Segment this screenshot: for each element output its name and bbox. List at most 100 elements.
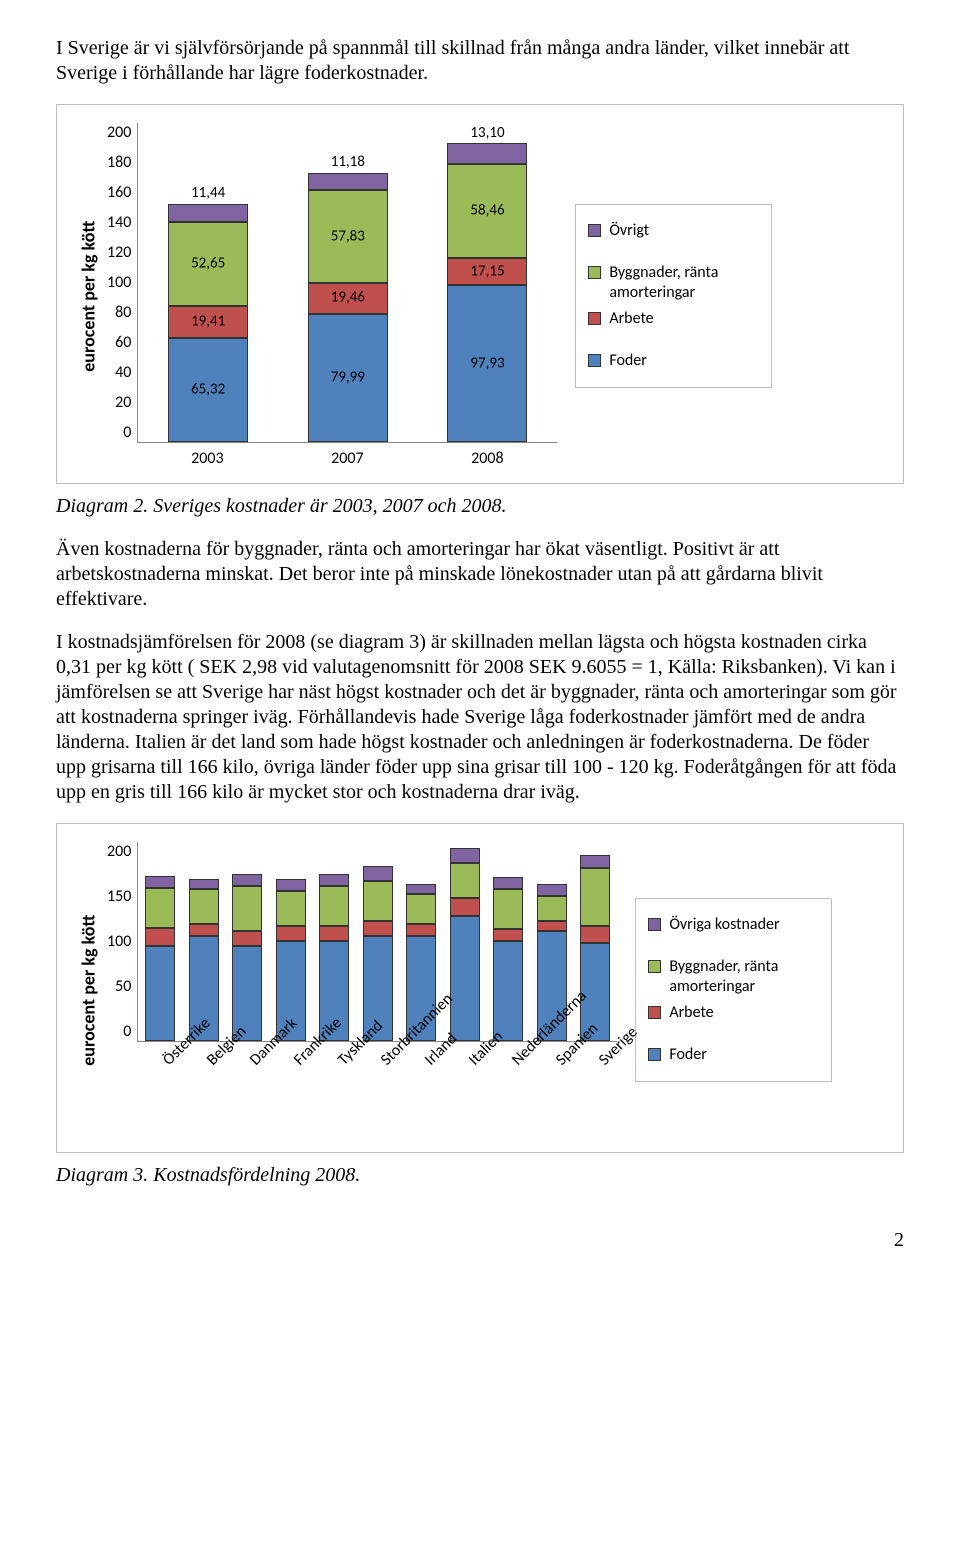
segment-byggnader: 52,65 (168, 222, 248, 306)
x-tick: Irland (421, 1056, 435, 1070)
x-tick: Spanien (552, 1056, 566, 1070)
intro-paragraph: I Sverige är vi självförsörjande på span… (56, 36, 904, 86)
segment-ovrigt (145, 876, 175, 888)
x-tick: Danmark (246, 1056, 260, 1070)
segment-byggnader (189, 889, 219, 924)
chart-2: eurocent per kg kött200150100500Österrik… (56, 823, 904, 1153)
legend-item-arbete: Arbete (588, 309, 759, 329)
bar: 79,99 19,46 57,83 11,18 (308, 173, 388, 442)
segment-byggnader (537, 896, 567, 921)
data-label: 11,18 (331, 153, 365, 172)
legend-swatch (648, 918, 661, 931)
page-number: 2 (56, 1228, 904, 1253)
y-tick: 100 (107, 273, 131, 293)
segment-ovrigt (406, 884, 436, 894)
x-tick: 2008 (471, 449, 503, 469)
legend-item-byggnader: Byggnader, ränta amorteringar (648, 957, 819, 997)
segment-ovrigt (276, 879, 306, 891)
segment-byggnader (493, 889, 523, 929)
segment-arbete: 17,15 (447, 258, 527, 285)
segment-ovrigt: 11,44 (168, 204, 248, 222)
y-tick: 160 (107, 183, 131, 203)
caption-1: Diagram 2. Sveriges kostnader är 2003, 2… (56, 494, 904, 519)
x-tick: 2003 (191, 449, 223, 469)
data-label: 17,15 (470, 262, 504, 281)
segment-arbete (450, 898, 480, 916)
segment-foder (145, 946, 175, 1041)
segment-byggnader (580, 868, 610, 926)
legend-swatch (648, 1006, 661, 1019)
legend-item-ovrigt: Övriga kostnader (648, 915, 819, 935)
segment-ovrigt (493, 877, 523, 889)
x-tick: Tyskland (334, 1056, 348, 1070)
data-label: 11,44 (191, 184, 225, 203)
chart-1: eurocent per kg kött20018016014012010080… (56, 104, 904, 484)
bar: 65,32 19,41 52,65 11,44 (168, 204, 248, 442)
x-tick: Österrike (159, 1056, 173, 1070)
y-tick: 140 (107, 213, 131, 233)
segment-byggnader: 58,46 (447, 164, 527, 258)
segment-byggnader (232, 886, 262, 931)
y-tick: 50 (115, 977, 131, 997)
y-tick: 100 (107, 932, 131, 952)
x-tick: Frankrike (290, 1056, 304, 1070)
segment-arbete (145, 928, 175, 946)
data-label: 19,46 (331, 289, 365, 308)
segment-arbete (406, 924, 436, 936)
segment-foder (493, 941, 523, 1041)
legend-swatch (648, 1048, 661, 1061)
bar (580, 855, 610, 1041)
segment-foder: 65,32 (168, 338, 248, 443)
x-tick: Storbritannien (377, 1056, 391, 1070)
data-label: 97,93 (470, 354, 504, 373)
legend-item-foder: Foder (588, 351, 759, 371)
segment-byggnader (145, 888, 175, 928)
legend-label: Övrigt (609, 221, 649, 241)
segment-arbete (189, 924, 219, 936)
bar: 97,93 17,15 58,46 13,10 (447, 143, 527, 442)
legend-label: Foder (609, 351, 647, 371)
y-tick: 20 (115, 393, 131, 413)
segment-arbete (537, 921, 567, 931)
y-tick: 180 (107, 153, 131, 173)
paragraph-3: I kostnadsjämförelsen för 2008 (se diagr… (56, 630, 904, 805)
data-label: 57,83 (331, 227, 365, 246)
segment-arbete (493, 929, 523, 941)
bar (450, 848, 480, 1041)
segment-byggnader (363, 881, 393, 921)
legend-item-arbete: Arbete (648, 1003, 819, 1023)
segment-ovrigt (450, 848, 480, 863)
segment-arbete (580, 926, 610, 943)
legend-label: Byggnader, ränta amorteringar (669, 957, 819, 997)
segment-foder: 79,99 (308, 314, 388, 442)
legend: Övrigt Byggnader, ränta amorteringar Arbet… (575, 204, 772, 388)
segment-arbete: 19,41 (168, 306, 248, 337)
x-tick: Italien (465, 1056, 479, 1070)
segment-foder: 97,93 (447, 285, 527, 442)
data-label: 19,41 (191, 313, 225, 332)
legend-swatch (588, 312, 601, 325)
legend-swatch (588, 266, 601, 279)
segment-foder (450, 916, 480, 1041)
y-tick: 0 (123, 1022, 131, 1042)
caption-2: Diagram 3. Kostnadsfördelning 2008. (56, 1163, 904, 1188)
segment-ovrigt (363, 866, 393, 881)
legend-swatch (648, 960, 661, 973)
data-label: 58,46 (470, 202, 504, 221)
segment-ovrigt (189, 879, 219, 889)
segment-arbete (319, 926, 349, 941)
y-axis-label: eurocent per kg kött (78, 220, 101, 371)
data-label: 13,10 (470, 124, 504, 143)
y-tick: 0 (123, 423, 131, 443)
data-label: 65,32 (191, 380, 225, 399)
y-tick: 150 (107, 887, 131, 907)
y-tick: 80 (115, 303, 131, 323)
segment-byggnader: 57,83 (308, 190, 388, 283)
segment-ovrigt: 11,18 (308, 173, 388, 191)
y-axis-label: eurocent per kg kött (78, 914, 101, 1065)
data-label: 52,65 (191, 255, 225, 274)
segment-ovrigt: 13,10 (447, 143, 527, 164)
data-label: 79,99 (331, 369, 365, 388)
legend-label: Övriga kostnader (669, 915, 779, 935)
legend-label: Byggnader, ränta amorteringar (609, 263, 759, 303)
